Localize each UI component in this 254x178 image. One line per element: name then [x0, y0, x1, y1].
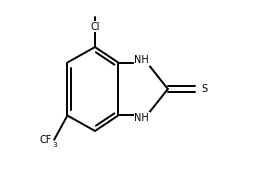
Text: Cl: Cl	[90, 22, 100, 32]
Text: 3: 3	[52, 142, 57, 148]
Text: NH: NH	[134, 113, 149, 123]
Text: CF: CF	[40, 135, 52, 145]
Text: S: S	[201, 84, 207, 94]
Text: NH: NH	[134, 55, 149, 65]
